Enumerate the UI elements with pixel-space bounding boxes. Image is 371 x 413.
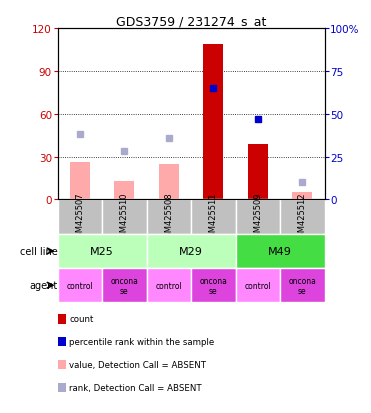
- Bar: [236, 234, 325, 268]
- Bar: [147, 200, 191, 234]
- Bar: [70, 163, 90, 200]
- Text: rank, Detection Call = ABSENT: rank, Detection Call = ABSENT: [69, 383, 202, 392]
- Text: count: count: [69, 315, 94, 324]
- Text: GSM425507: GSM425507: [75, 192, 84, 242]
- Bar: [147, 234, 236, 268]
- Bar: [236, 268, 280, 303]
- Bar: [203, 45, 223, 200]
- Bar: [102, 200, 147, 234]
- Text: GSM425509: GSM425509: [253, 192, 262, 242]
- Bar: [280, 200, 325, 234]
- Bar: [280, 268, 325, 303]
- Bar: [114, 181, 134, 200]
- Bar: [58, 234, 147, 268]
- Text: oncona
se: oncona se: [110, 276, 138, 295]
- Bar: [236, 200, 280, 234]
- Bar: [248, 145, 268, 200]
- Bar: [191, 268, 236, 303]
- Text: GSM425512: GSM425512: [298, 192, 307, 242]
- Text: M49: M49: [268, 246, 292, 256]
- Text: GSM425510: GSM425510: [120, 192, 129, 242]
- Bar: [58, 200, 102, 234]
- Text: agent: agent: [29, 280, 58, 291]
- Bar: [159, 164, 179, 200]
- Text: M29: M29: [179, 246, 203, 256]
- Text: control: control: [244, 281, 271, 290]
- Bar: [147, 268, 191, 303]
- Text: percentile rank within the sample: percentile rank within the sample: [69, 337, 215, 347]
- Text: GSM425511: GSM425511: [209, 192, 218, 242]
- Text: M25: M25: [90, 246, 114, 256]
- Bar: [102, 268, 147, 303]
- Text: value, Detection Call = ABSENT: value, Detection Call = ABSENT: [69, 360, 206, 369]
- Text: cell line: cell line: [20, 246, 58, 256]
- Bar: [58, 268, 102, 303]
- Text: control: control: [155, 281, 182, 290]
- Title: GDS3759 / 231274_s_at: GDS3759 / 231274_s_at: [116, 15, 266, 28]
- Text: oncona
se: oncona se: [199, 276, 227, 295]
- Bar: [191, 200, 236, 234]
- Text: control: control: [66, 281, 93, 290]
- Text: oncona
se: oncona se: [288, 276, 316, 295]
- Text: GSM425508: GSM425508: [164, 192, 173, 242]
- Bar: [292, 193, 312, 200]
